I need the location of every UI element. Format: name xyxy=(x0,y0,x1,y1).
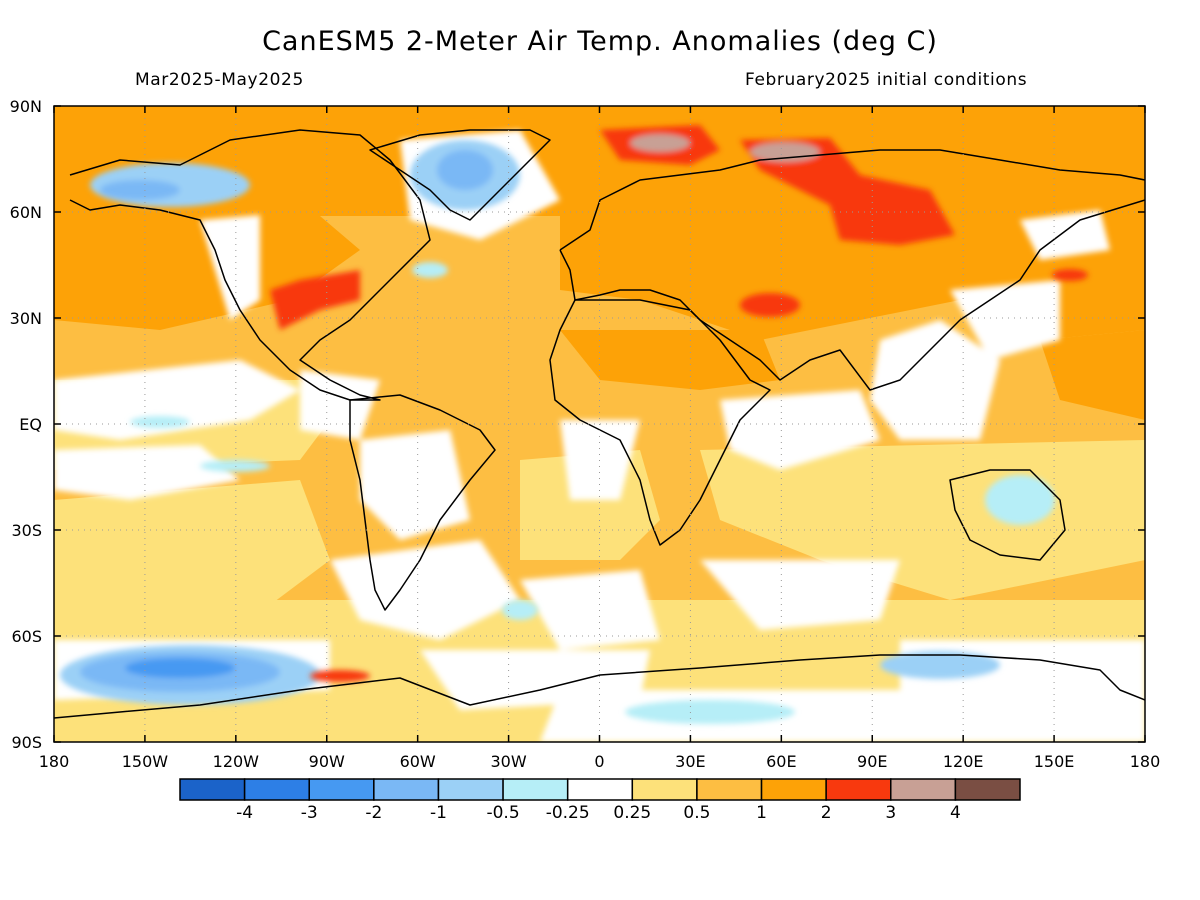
temperature-field xyxy=(54,106,1145,742)
lon-label: 150W xyxy=(122,752,169,771)
colorbar-labels: -4 -3 -2 -1 -0.5 -0.25 0.25 0.5 1 2 3 4 xyxy=(236,803,961,823)
lat-label: 30N xyxy=(10,309,42,328)
lon-label: 0 xyxy=(594,752,604,771)
colorbar-label: -0.25 xyxy=(546,803,590,823)
colorbar-label: 0.5 xyxy=(683,803,710,823)
colorbar-swatch xyxy=(308,778,375,801)
axis-ticks xyxy=(53,105,1146,743)
colorbar-swatch xyxy=(437,778,504,801)
lat-label: 30S xyxy=(11,521,42,540)
lat-label: 90N xyxy=(10,97,42,116)
colorbar-label: -3 xyxy=(301,803,318,823)
warm-anomalies xyxy=(270,125,1088,682)
lat-label: 60N xyxy=(10,203,42,222)
colorbar-swatch xyxy=(502,778,569,801)
colorbar-swatch xyxy=(954,778,1021,801)
colorbar-label: -2 xyxy=(365,803,382,823)
lon-label: 180 xyxy=(39,752,70,771)
coastlines xyxy=(54,129,1145,719)
coast-australia xyxy=(949,469,1066,561)
lon-label: 90W xyxy=(309,752,345,771)
colorbar-label: -4 xyxy=(236,803,253,823)
colorbar-swatch xyxy=(631,778,698,801)
colorbar xyxy=(179,778,1021,801)
initial-conditions: February2025 initial conditions xyxy=(745,70,1028,90)
colorbar-swatch xyxy=(890,778,957,801)
longitude-labels: 180 150W 120W 90W 60W 30W 0 30E 60E 90E 120E 150E 18… xyxy=(39,752,1161,771)
colorbar-label: 0.25 xyxy=(613,803,651,823)
coast-africa xyxy=(549,299,771,546)
colorbar-swatch xyxy=(760,778,827,801)
colorbar-swatch xyxy=(243,778,310,801)
lon-label: 90E xyxy=(857,752,887,771)
lon-label: 30W xyxy=(490,752,526,771)
coast-south-america xyxy=(349,394,496,611)
coast-north-america xyxy=(69,129,431,401)
coast-eurasia xyxy=(559,149,1145,391)
colorbar-label: 4 xyxy=(950,803,961,823)
colorbar-swatch xyxy=(566,778,634,801)
colorbar-label: -1 xyxy=(430,803,447,823)
colorbar-swatch xyxy=(179,778,246,801)
lon-label: 120W xyxy=(213,752,260,771)
colorbar-label: 1 xyxy=(756,803,767,823)
lon-label: 60W xyxy=(400,752,436,771)
lat-label: EQ xyxy=(19,415,42,434)
forecast-period: Mar2025-May2025 xyxy=(135,70,304,90)
colorbar-swatch xyxy=(696,778,763,801)
lon-label: 180 xyxy=(1130,752,1161,771)
coast-greenland xyxy=(369,129,551,221)
lat-label: 60S xyxy=(11,627,42,646)
colorbar-swatch xyxy=(825,778,892,801)
colorbar-label: -0.5 xyxy=(486,803,519,823)
latitude-labels: 90N 60N 30N EQ 30S 60S 90S xyxy=(10,97,42,752)
lon-label: 60E xyxy=(766,752,796,771)
lat-label: 90S xyxy=(11,733,42,752)
colorbar-label: 2 xyxy=(821,803,832,823)
lon-label: 120E xyxy=(943,752,984,771)
neutral-regions xyxy=(54,130,1145,742)
lon-label: 150E xyxy=(1034,752,1075,771)
chart-title: CanESM5 2-Meter Air Temp. Anomalies (deg… xyxy=(262,26,938,57)
graticule xyxy=(54,106,1145,742)
lon-label: 30E xyxy=(675,752,705,771)
colorbar-swatch xyxy=(373,778,440,801)
cold-anomalies xyxy=(60,140,1055,724)
coast-antarctica xyxy=(54,654,1145,719)
colorbar-label: 3 xyxy=(885,803,896,823)
